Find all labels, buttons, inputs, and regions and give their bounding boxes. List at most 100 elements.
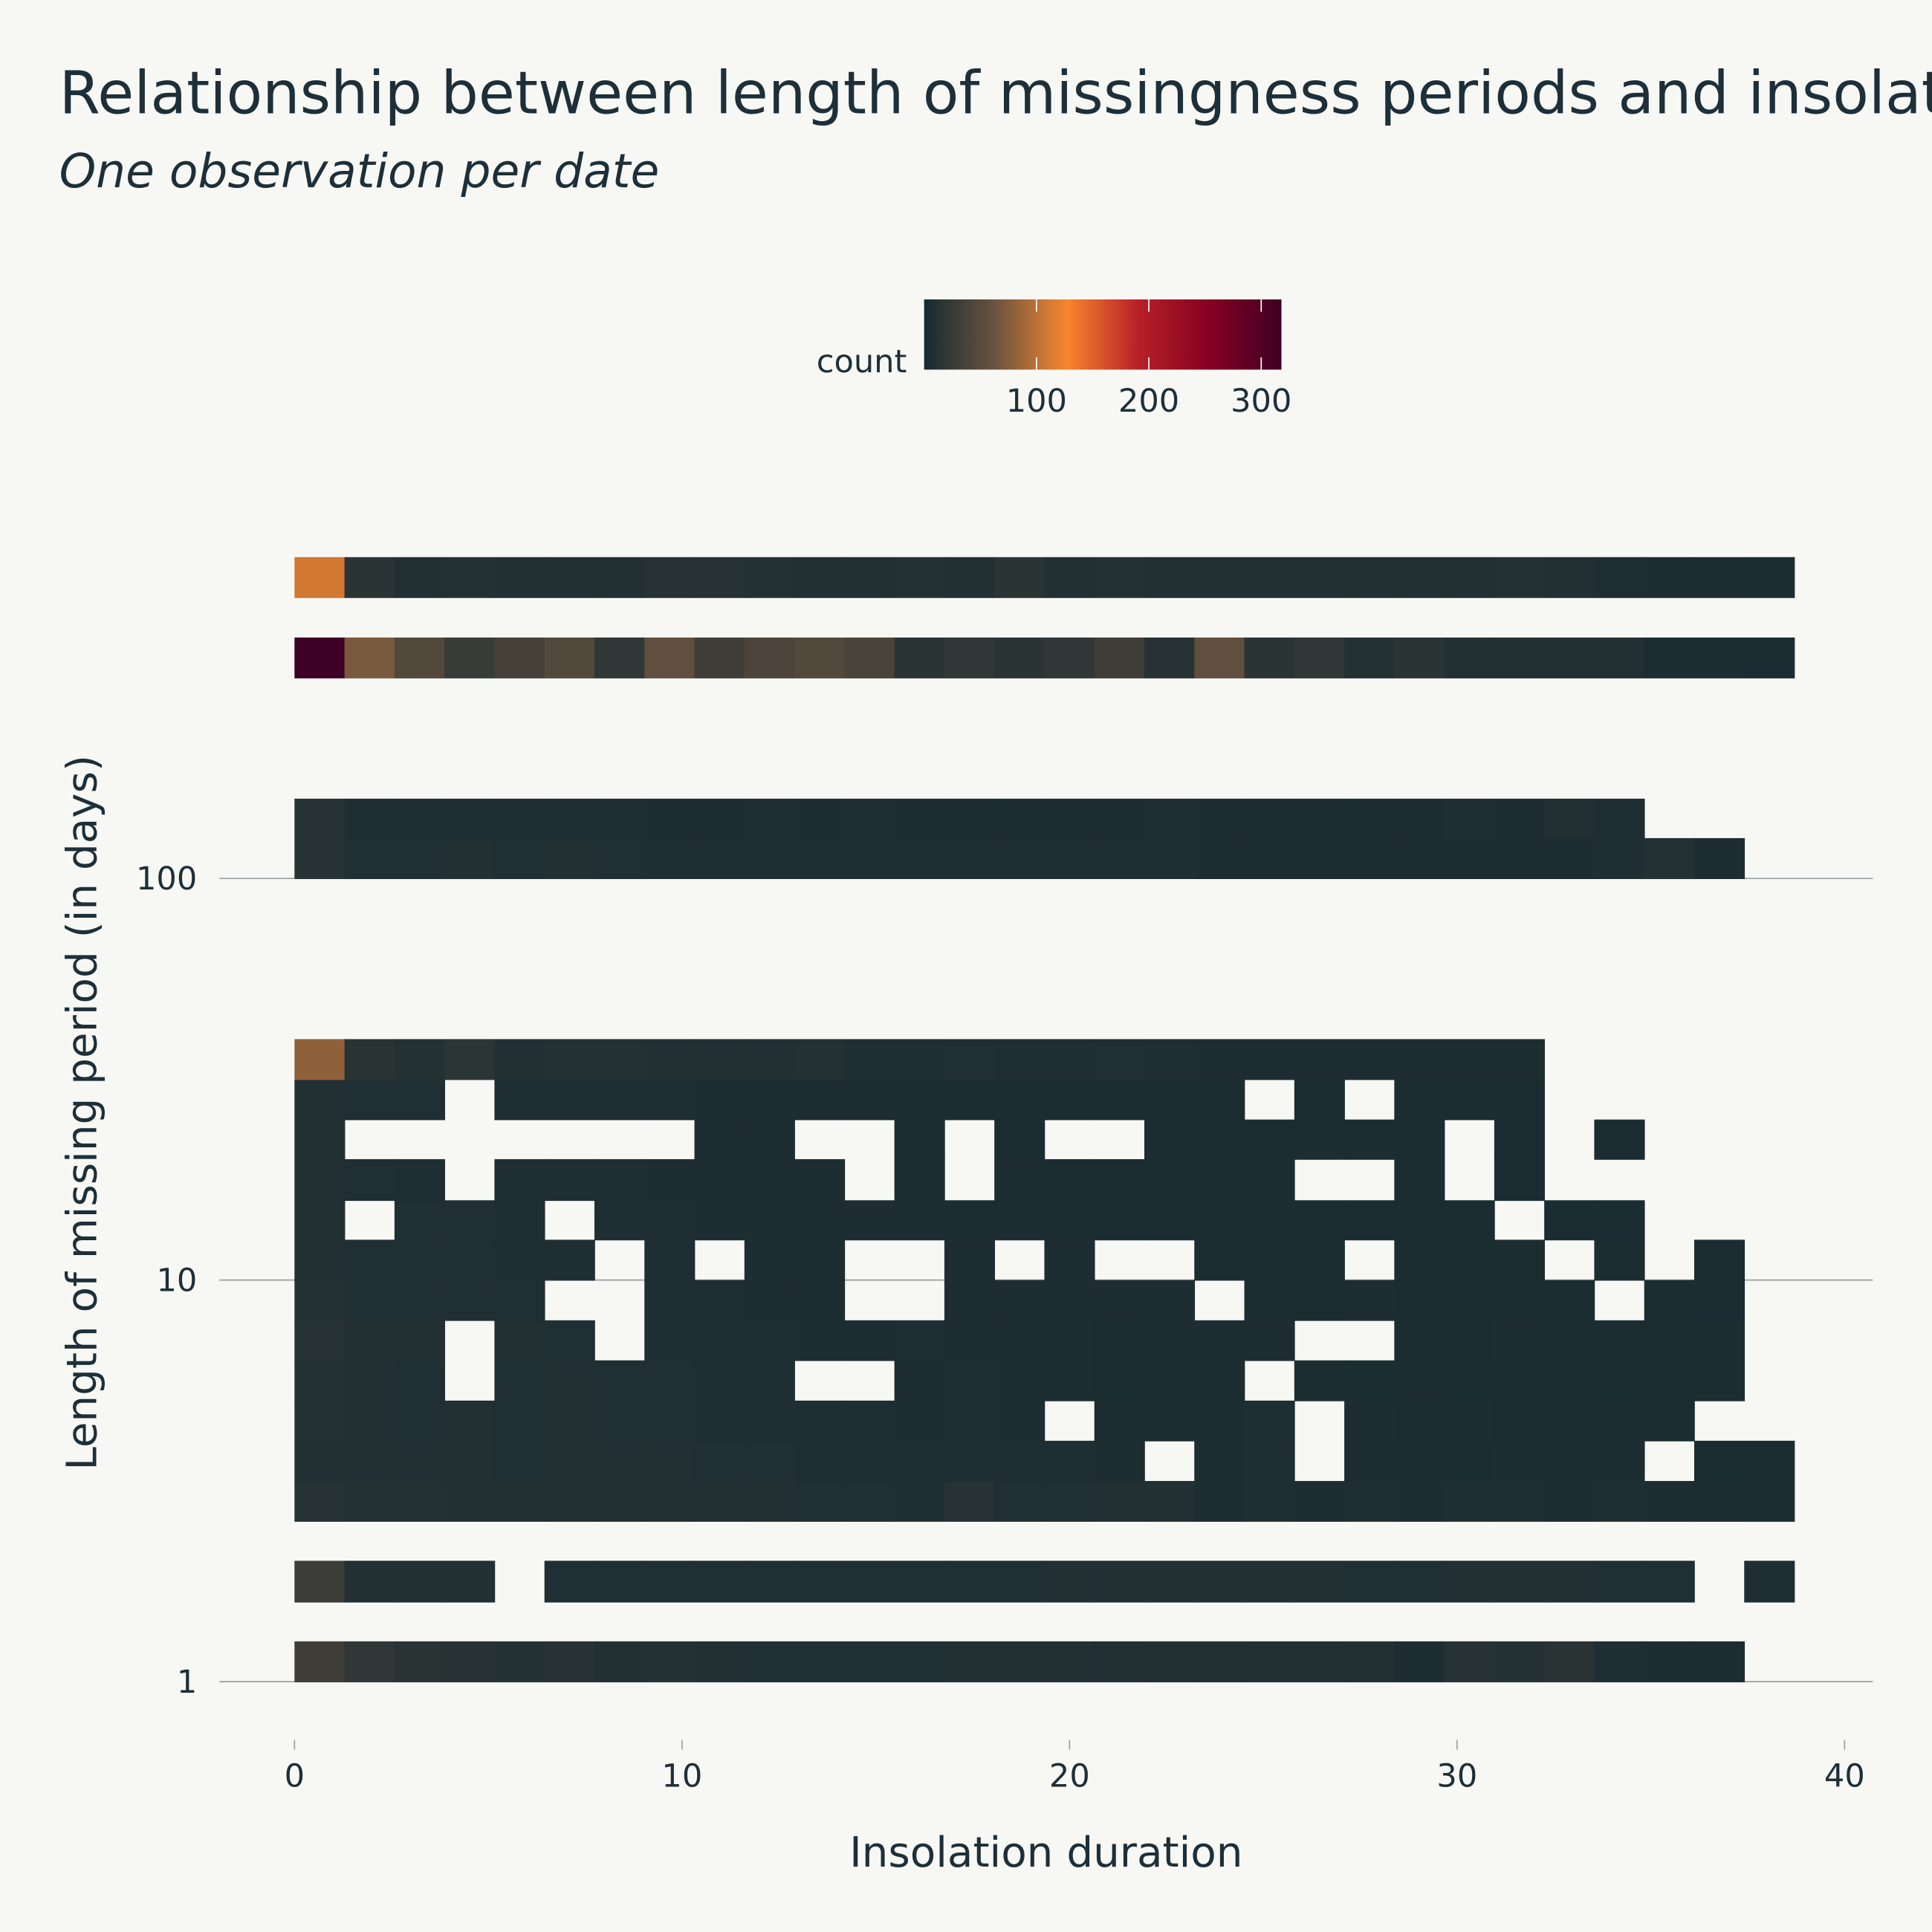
heatmap-cell bbox=[544, 1320, 595, 1361]
heatmap-cell bbox=[794, 637, 846, 678]
heatmap-cell bbox=[494, 1039, 545, 1080]
heatmap-cell bbox=[1094, 637, 1145, 678]
heatmap-cell bbox=[344, 1280, 395, 1321]
heatmap-cell bbox=[1294, 1079, 1345, 1121]
heatmap-cell bbox=[694, 1360, 745, 1401]
heatmap-cell bbox=[1444, 798, 1495, 839]
heatmap-cell bbox=[644, 1280, 696, 1321]
heatmap-cell bbox=[1693, 557, 1745, 598]
heatmap-cell bbox=[1094, 1039, 1145, 1080]
heatmap-cell bbox=[1544, 557, 1595, 598]
heatmap-cell bbox=[944, 1440, 995, 1482]
heatmap-cell bbox=[1344, 1440, 1395, 1482]
heatmap-cell bbox=[944, 1481, 995, 1522]
heatmap-cell bbox=[344, 1158, 395, 1202]
heatmap-cell bbox=[894, 1320, 945, 1361]
heatmap-cell bbox=[794, 1239, 846, 1281]
heatmap-cell bbox=[1644, 557, 1695, 598]
heatmap-cell bbox=[944, 798, 995, 839]
heatmap-cell bbox=[394, 637, 445, 678]
heatmap-cell bbox=[1194, 637, 1245, 678]
heatmap-cell bbox=[1544, 1360, 1595, 1401]
heatmap-cell bbox=[344, 798, 395, 839]
heatmap-cell bbox=[594, 557, 646, 598]
heatmap-cell bbox=[544, 557, 595, 598]
heatmap-cell bbox=[344, 1360, 395, 1401]
heatmap-cell bbox=[644, 1641, 696, 1682]
y-axis-title: Length of missing period (in days) bbox=[58, 755, 106, 1471]
heatmap-cell bbox=[1294, 1039, 1345, 1080]
heatmap-cell bbox=[694, 1400, 745, 1442]
heatmap-cell bbox=[744, 1119, 795, 1160]
heatmap-cell bbox=[1494, 1560, 1546, 1603]
heatmap-cell bbox=[644, 637, 696, 678]
heatmap-cell bbox=[344, 837, 395, 879]
heatmap-cell bbox=[744, 1239, 795, 1281]
heatmap-cell bbox=[1594, 1239, 1645, 1281]
heatmap-cell bbox=[1044, 637, 1095, 678]
heatmap-cell bbox=[844, 1641, 895, 1682]
heatmap-cell bbox=[1294, 1280, 1345, 1321]
heatmap-cell bbox=[1494, 1079, 1546, 1121]
heatmap-cell bbox=[494, 1200, 545, 1241]
heatmap-cell bbox=[944, 1200, 995, 1241]
heatmap-cell bbox=[1744, 1481, 1795, 1522]
heatmap-cell bbox=[1394, 637, 1445, 678]
heatmap-cell bbox=[1594, 1360, 1645, 1401]
heatmap-cell bbox=[444, 1200, 496, 1241]
heatmap-cell bbox=[794, 798, 846, 839]
heatmap-cell bbox=[844, 637, 895, 678]
heatmap-cell bbox=[694, 1440, 745, 1482]
heatmap-cell bbox=[1344, 1280, 1395, 1321]
heatmap-cell bbox=[744, 557, 795, 598]
heatmap-cell bbox=[1144, 1360, 1196, 1401]
heatmap-cell bbox=[344, 1239, 395, 1281]
heatmap-cell bbox=[544, 1360, 595, 1401]
heatmap-cell bbox=[994, 1200, 1046, 1241]
heatmap-cell bbox=[694, 1280, 745, 1321]
heatmap-cell bbox=[494, 1641, 545, 1682]
heatmap-cell bbox=[1344, 837, 1395, 879]
heatmap-cell bbox=[294, 837, 346, 879]
heatmap-cell bbox=[1394, 557, 1445, 598]
heatmap-cell bbox=[794, 557, 846, 598]
heatmap-cell bbox=[1144, 1200, 1196, 1241]
heatmap-cell bbox=[1094, 557, 1145, 598]
heatmap-cell bbox=[794, 1560, 846, 1603]
heatmap-cell bbox=[494, 1320, 545, 1361]
heatmap-cell bbox=[1494, 1641, 1546, 1682]
heatmap-cell bbox=[444, 1400, 496, 1442]
heatmap-cell bbox=[1194, 798, 1245, 839]
heatmap-cell bbox=[894, 1158, 945, 1202]
heatmap-cell bbox=[744, 637, 795, 678]
heatmap-cell bbox=[994, 1280, 1046, 1321]
heatmap-cell bbox=[1044, 1200, 1095, 1241]
heatmap-cell bbox=[944, 1079, 995, 1121]
heatmap-cell bbox=[1044, 1280, 1095, 1321]
heatmap-cell bbox=[1194, 837, 1245, 879]
heatmap-cell bbox=[1394, 1119, 1445, 1160]
heatmap-cell bbox=[394, 1560, 445, 1603]
heatmap-cell bbox=[544, 1158, 595, 1202]
heatmap-cell bbox=[1544, 1200, 1595, 1241]
heatmap-cell bbox=[294, 1440, 346, 1482]
heatmap-cell bbox=[644, 798, 696, 839]
heatmap-cell bbox=[694, 1039, 745, 1080]
heatmap-cell bbox=[594, 1400, 646, 1442]
heatmap-cell bbox=[1144, 1320, 1196, 1361]
heatmap-cell bbox=[744, 1641, 795, 1682]
heatmap-cell bbox=[294, 1039, 346, 1080]
heatmap-cell bbox=[1594, 1400, 1645, 1442]
heatmap-cell bbox=[394, 1641, 445, 1682]
heatmap-cell bbox=[1644, 1320, 1695, 1361]
heatmap-cell bbox=[444, 798, 496, 839]
heatmap-cell bbox=[1044, 798, 1095, 839]
heatmap-cell bbox=[794, 1039, 846, 1080]
heatmap-cell bbox=[1444, 1200, 1495, 1241]
heatmap-cell bbox=[1194, 1079, 1245, 1121]
heatmap-cell bbox=[744, 1039, 795, 1080]
heatmap-cell bbox=[294, 1119, 346, 1160]
heatmap-cell bbox=[494, 1360, 545, 1401]
heatmap-cell bbox=[494, 1280, 545, 1321]
